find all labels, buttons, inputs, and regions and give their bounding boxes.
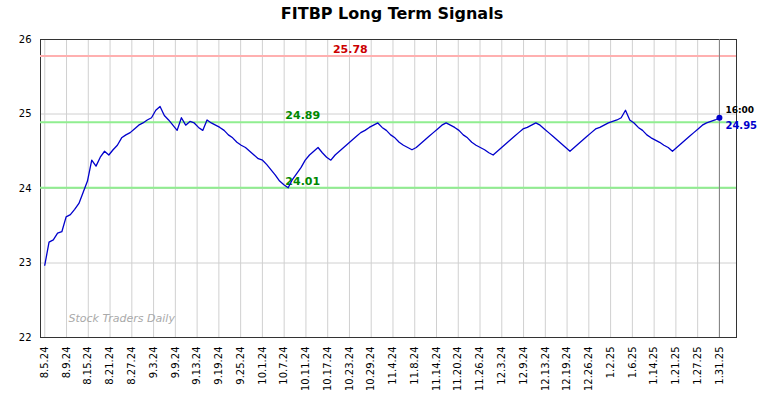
svg-text:11.20.24: 11.20.24 xyxy=(452,347,463,392)
svg-text:12.9.24: 12.9.24 xyxy=(518,347,529,385)
html-text:FITBP Long Term Signals: FITBP Long Term Signals xyxy=(280,4,504,23)
svg-text:10.29.24: 10.29.24 xyxy=(365,347,376,392)
svg-text:9.9.24: 9.9.24 xyxy=(170,347,181,379)
svg-text:25: 25 xyxy=(19,108,32,119)
svg-text:10.1.24: 10.1.24 xyxy=(257,347,268,385)
svg-text:10.11.24: 10.11.24 xyxy=(300,347,311,392)
svg-text:9.13.24: 9.13.24 xyxy=(191,347,202,385)
svg-text:1.2.25: 1.2.25 xyxy=(605,347,616,379)
svg-text:1.6.25: 1.6.25 xyxy=(627,347,638,379)
svg-text:24.95: 24.95 xyxy=(725,120,757,131)
svg-text:8.5.24: 8.5.24 xyxy=(39,347,50,379)
svg-text:11.26.24: 11.26.24 xyxy=(474,347,485,392)
svg-text:24: 24 xyxy=(19,183,32,194)
svg-text:1.21.25: 1.21.25 xyxy=(670,347,681,385)
svg-text:9.3.24: 9.3.24 xyxy=(148,347,159,379)
svg-text:8.9.24: 8.9.24 xyxy=(61,347,72,379)
svg-text:10.17.24: 10.17.24 xyxy=(322,347,333,392)
svg-text:11.8.24: 11.8.24 xyxy=(409,347,420,385)
svg-text:24.89: 24.89 xyxy=(285,109,320,122)
svg-text:Stock Traders Daily: Stock Traders Daily xyxy=(69,312,176,325)
svg-text:10.23.24: 10.23.24 xyxy=(344,347,355,392)
svg-text:11.4.24: 11.4.24 xyxy=(387,347,398,385)
svg-text:12.26.24: 12.26.24 xyxy=(583,347,594,392)
svg-text:8.15.24: 8.15.24 xyxy=(82,347,93,385)
svg-text:1.27.25: 1.27.25 xyxy=(692,347,703,385)
svg-text:23: 23 xyxy=(19,257,32,268)
svg-text:8.27.24: 8.27.24 xyxy=(126,347,137,385)
svg-text:12.19.24: 12.19.24 xyxy=(561,347,572,392)
svg-text:9.25.24: 9.25.24 xyxy=(235,347,246,385)
svg-text:25.78: 25.78 xyxy=(333,43,368,56)
svg-text:1.14.25: 1.14.25 xyxy=(648,347,659,385)
svg-text:16:00: 16:00 xyxy=(725,105,754,115)
svg-text:12.13.24: 12.13.24 xyxy=(540,347,551,392)
svg-text:12.3.24: 12.3.24 xyxy=(496,347,507,385)
svg-text:11.14.24: 11.14.24 xyxy=(431,347,442,392)
svg-text:10.7.24: 10.7.24 xyxy=(278,347,289,385)
svg-text:26: 26 xyxy=(19,34,32,45)
svg-text:9.19.24: 9.19.24 xyxy=(213,347,224,385)
svg-text:24.01: 24.01 xyxy=(285,175,320,188)
svg-text:1.31.25: 1.31.25 xyxy=(714,347,725,385)
svg-text:8.21.24: 8.21.24 xyxy=(104,347,115,385)
svg-text:22: 22 xyxy=(19,332,32,343)
